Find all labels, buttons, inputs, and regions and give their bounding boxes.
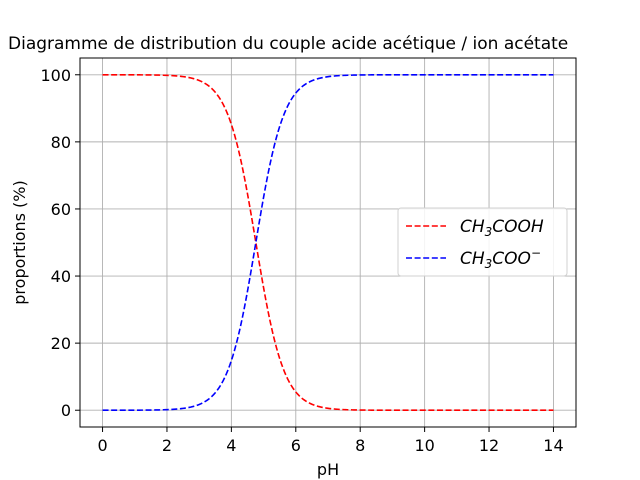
- y-tick-label: 40: [51, 267, 71, 286]
- x-tick-label: 2: [162, 436, 172, 455]
- y-tick-label: 80: [51, 133, 71, 152]
- x-tick-label: 6: [291, 436, 301, 455]
- y-axis-ticks: 0 20 40 60 80 100: [40, 66, 80, 420]
- y-tick-label: 60: [51, 200, 71, 219]
- base-series-line: [102, 73, 554, 412]
- legend: CH3COOH CH3COO−: [397, 207, 568, 277]
- x-tick-label: 12: [479, 436, 499, 455]
- y-tick-label: 20: [51, 334, 71, 353]
- chart-title: Diagramme de distribution du couple acid…: [8, 34, 568, 54]
- acid-series-line: [102, 73, 554, 412]
- x-tick-label: 0: [97, 436, 107, 455]
- legend-label: CH3COOH: [460, 217, 544, 239]
- legend-label: CH3COO−: [460, 246, 541, 271]
- legend-entry-base: CH3COO−: [406, 246, 541, 271]
- series-lines: [102, 73, 554, 412]
- x-tick-label: 8: [355, 436, 365, 455]
- x-tick-label: 4: [226, 436, 236, 455]
- legend-entry-acid: CH3COOH: [406, 217, 544, 239]
- x-axis-title: pH: [317, 460, 339, 479]
- plot-frame: [79, 57, 577, 428]
- legend-box: [397, 207, 568, 277]
- y-tick-label: 0: [61, 401, 71, 420]
- x-tick-label: 14: [543, 436, 563, 455]
- x-axis-ticks: 0 2 4 6 8 10 12 14: [97, 427, 564, 455]
- y-axis-title: proportions (%): [10, 180, 29, 304]
- x-tick-label: 10: [414, 436, 434, 455]
- y-tick-label: 100: [40, 66, 71, 85]
